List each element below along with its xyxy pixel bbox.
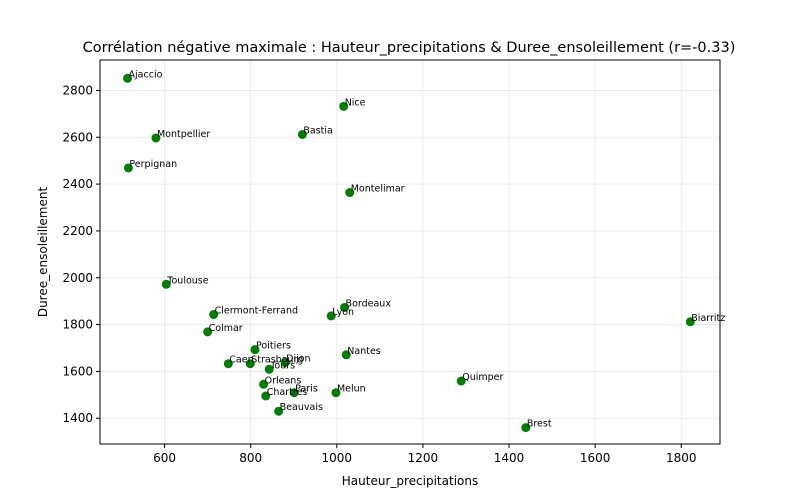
y-tick-label: 2200 <box>62 224 93 238</box>
x-tick-label: 800 <box>239 451 262 465</box>
data-label: Colmar <box>209 323 243 334</box>
chart-title: Corrélation négative maximale : Hauteur_… <box>83 40 736 56</box>
data-label: Biarritz <box>691 313 725 324</box>
grid <box>100 60 720 444</box>
data-point <box>203 327 213 337</box>
data-point <box>341 350 351 360</box>
data-point <box>264 364 274 374</box>
x-tick-label: 1400 <box>494 451 525 465</box>
x-tick-label: 1600 <box>580 451 611 465</box>
x-axis-label: Hauteur_precipitations <box>342 474 478 488</box>
data-point <box>685 317 695 327</box>
x-tick-label: 1800 <box>666 451 697 465</box>
x-axis: 600 800 1000 1200 1400 1600 1800 <box>153 444 697 465</box>
data-label: Tours <box>269 360 295 371</box>
data-label: Dijon <box>286 354 310 365</box>
data-label: Paris <box>295 384 318 395</box>
x-tick-label: 1000 <box>322 451 353 465</box>
data-label: Orleans <box>265 375 302 386</box>
data-point <box>259 379 269 389</box>
data-label: Chartres <box>267 387 308 398</box>
data-point <box>261 391 271 401</box>
data-point <box>289 388 299 398</box>
y-tick-label: 2800 <box>62 83 93 97</box>
data-point <box>339 101 349 111</box>
y-tick-label: 2400 <box>62 177 93 191</box>
plot-frame <box>99 59 721 445</box>
data-point <box>280 358 290 368</box>
data-point <box>123 73 133 83</box>
data-label: Perpignan <box>129 159 177 170</box>
data-label: Caen <box>229 355 253 366</box>
y-tick-label: 2600 <box>62 130 93 144</box>
data-point <box>245 359 255 369</box>
data-label: Poitiers <box>256 341 291 352</box>
x-tick-label: 1200 <box>408 451 439 465</box>
data-label: Strasbourg <box>251 355 303 366</box>
data-label: Bordeaux <box>346 298 392 309</box>
data-point <box>223 359 233 369</box>
data-label: Ajaccio <box>129 69 163 80</box>
data-label: Nice <box>345 97 366 108</box>
y-tick-label: 2000 <box>62 271 93 285</box>
data-point <box>326 311 336 321</box>
data-point <box>456 376 466 386</box>
data-points <box>123 73 695 433</box>
data-point <box>521 423 531 433</box>
data-label: Beauvais <box>280 402 323 413</box>
data-point <box>340 302 350 312</box>
data-point <box>161 279 171 289</box>
data-point <box>209 310 219 320</box>
data-label: Lyon <box>332 307 354 318</box>
y-tick-label: 1400 <box>62 411 93 425</box>
data-point <box>297 129 307 139</box>
data-label: Clermont-Ferrand <box>215 306 298 317</box>
data-label: Montpellier <box>157 129 210 140</box>
data-point <box>151 133 161 143</box>
data-label: Quimper <box>462 372 503 383</box>
data-label: Montelimar <box>351 184 405 195</box>
data-label: Melun <box>337 384 366 395</box>
data-point <box>331 388 341 398</box>
data-label: Bastia <box>303 125 332 136</box>
data-point <box>345 188 355 198</box>
data-point <box>250 345 260 355</box>
data-label: Toulouse <box>166 275 208 286</box>
data-point <box>123 163 133 173</box>
y-axis-label: Duree_ensoleillement <box>36 187 50 318</box>
y-axis: 1400 1600 1800 2000 2200 2400 2600 2800 <box>62 83 100 425</box>
data-point <box>274 406 284 416</box>
data-label: Nantes <box>347 346 381 357</box>
x-tick-label: 600 <box>153 451 176 465</box>
point-labels: Ajaccio Nice Montpellier Bastia Perpignan Mon… <box>129 69 726 429</box>
data-label: Brest <box>527 419 552 430</box>
y-tick-label: 1800 <box>62 318 93 332</box>
y-tick-label: 1600 <box>62 364 93 378</box>
